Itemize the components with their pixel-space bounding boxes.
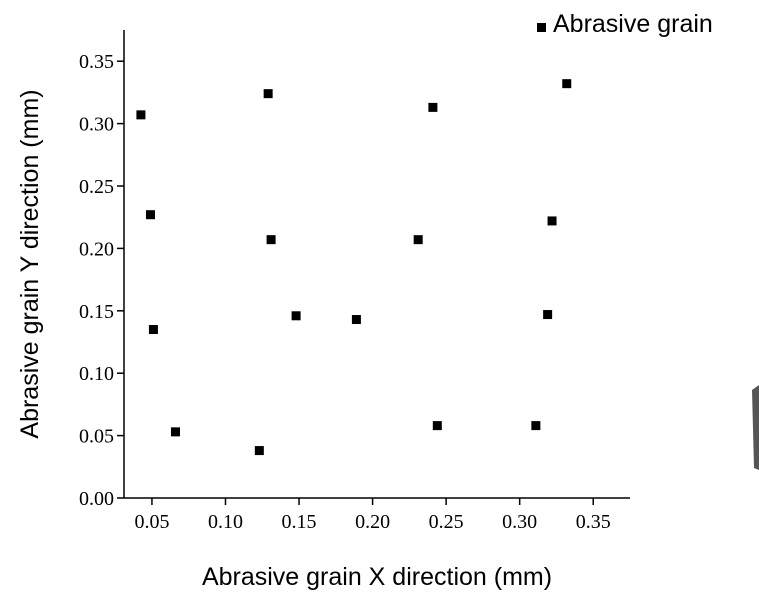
- legend-label: Abrasive grain: [553, 10, 713, 38]
- x-tick-label: 0.15: [282, 511, 317, 533]
- y-tick-label: 0.10: [79, 363, 114, 385]
- decoration: [752, 385, 759, 470]
- y-tick-label: 0.00: [79, 488, 114, 510]
- point: [263, 89, 273, 99]
- x-tick-label: 0.25: [429, 511, 464, 533]
- point: [428, 102, 438, 112]
- y-tick-label: 0.20: [79, 238, 114, 260]
- point: [432, 421, 442, 431]
- point: [145, 210, 155, 220]
- legend-marker: [537, 23, 546, 32]
- point: [148, 325, 158, 335]
- x-tick-label: 0.05: [134, 511, 169, 533]
- point: [254, 446, 264, 456]
- y-tick-label: 0.25: [79, 176, 114, 198]
- y-tick-label: 0.30: [79, 114, 114, 136]
- x-tick-label: 0.35: [576, 511, 611, 533]
- point: [413, 235, 423, 245]
- point: [562, 79, 572, 89]
- x-tick-label: 0.20: [355, 511, 390, 533]
- point: [547, 216, 557, 226]
- point: [136, 110, 146, 120]
- point: [531, 421, 541, 431]
- y-tick-label: 0.05: [79, 426, 114, 448]
- point: [291, 311, 301, 321]
- point: [170, 427, 180, 437]
- x-axis-label: Abrasive grain X direction (mm): [202, 563, 552, 591]
- y-tick-label: 0.15: [79, 301, 114, 323]
- y-tick-label: 0.35: [79, 51, 114, 73]
- y-axis-label: Abrasive grain Y direction (mm): [16, 89, 44, 438]
- point: [351, 315, 361, 325]
- x-tick-label: 0.10: [208, 511, 243, 533]
- point: [543, 310, 553, 320]
- x-tick-label: 0.30: [502, 511, 537, 533]
- point: [266, 235, 276, 245]
